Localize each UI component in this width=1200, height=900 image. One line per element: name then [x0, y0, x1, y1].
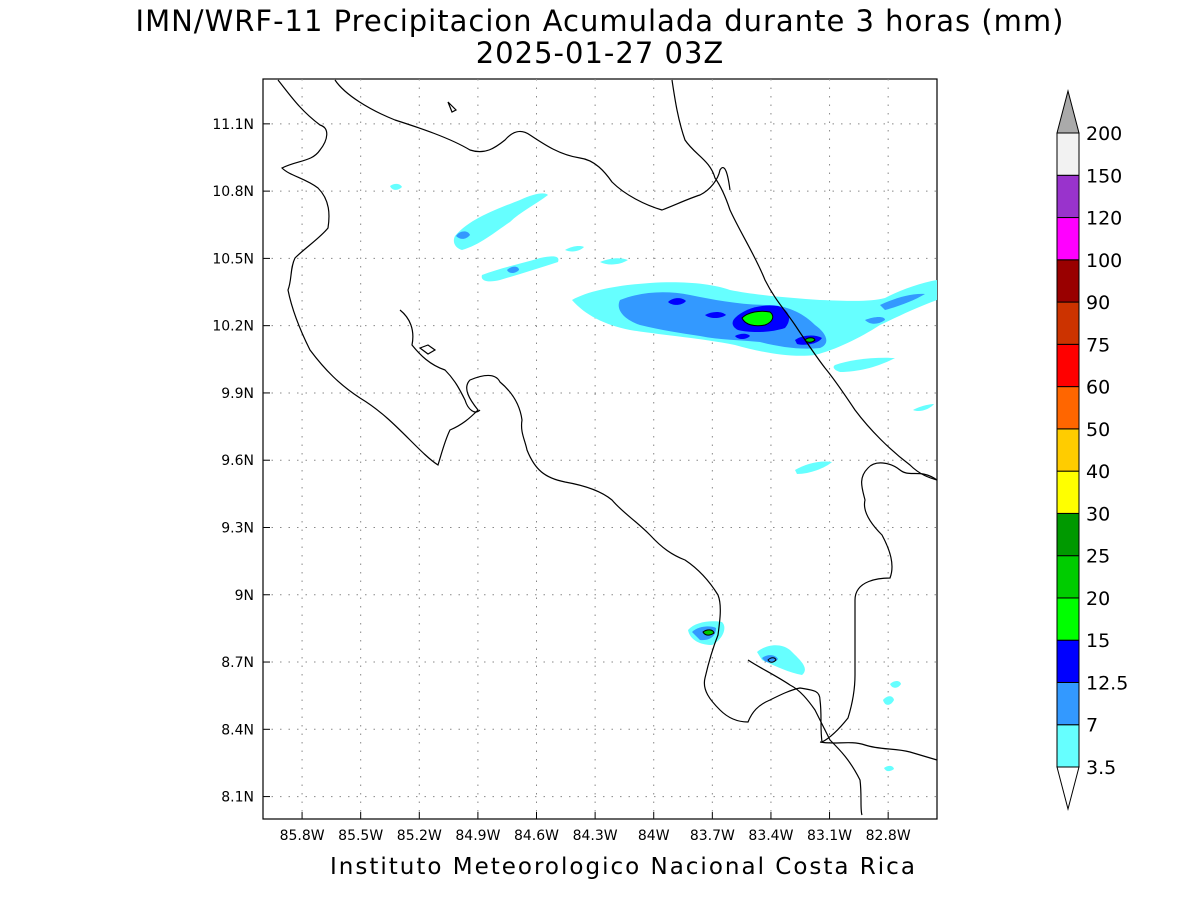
colorbar-swatch — [1056, 512, 1080, 557]
lon-tick-label: 85.5W — [338, 828, 383, 844]
rain-area-light — [913, 404, 934, 412]
colorbar-level-label: 100 — [1086, 250, 1122, 272]
rain-area-light — [600, 258, 628, 265]
rain-area-heavy — [742, 311, 773, 326]
colorbar-swatch — [1056, 174, 1080, 219]
nicoya-gulf — [399, 309, 481, 413]
lat-tick-label: 8.1N — [221, 790, 254, 806]
colorbar-swatch — [1056, 597, 1080, 641]
lon-tick-label: 84.9W — [455, 828, 500, 844]
colorbar-level-label: 200 — [1086, 123, 1122, 145]
colorbar-swatch — [1056, 724, 1080, 768]
rain-area-light — [390, 183, 402, 190]
burica-peninsula — [747, 659, 863, 816]
colorbar-level-label: 120 — [1086, 208, 1122, 230]
colorbar-swatch — [1056, 470, 1080, 514]
colorbar-level-label: 60 — [1086, 377, 1110, 399]
colorbar-level-label: 40 — [1086, 461, 1110, 483]
lon-tick-label: 84.6W — [514, 828, 559, 844]
colorbar-swatch — [1056, 428, 1080, 472]
rain-area-light — [890, 681, 901, 688]
rain-area-light — [883, 696, 894, 705]
rain-area-medium — [456, 231, 470, 239]
footer-credit: Instituto Meteorologico Nacional Costa R… — [330, 854, 917, 880]
colorbar-level-label: 150 — [1086, 165, 1122, 187]
rain-area-light — [884, 765, 894, 772]
rain-area-light — [481, 256, 559, 282]
precipitation-areas — [390, 183, 937, 772]
lon-tick-label: 83.4W — [748, 828, 793, 844]
map-title: IMN/WRF-11 Precipitacion Acumulada duran… — [135, 4, 1065, 38]
colorbar-swatch — [1056, 132, 1080, 176]
rain-area-medium — [865, 317, 885, 324]
colorbar-level-label: 3.5 — [1086, 757, 1116, 779]
rain-area-strong — [668, 298, 686, 305]
coastlines — [277, 79, 938, 816]
contour-lines — [702, 310, 816, 663]
rain-area-light — [833, 357, 895, 372]
colorbar: 3.5 7 12.5 15 20 25 30 40 50 60 75 90 100 120 150 200 — [1056, 89, 1128, 811]
rain-area-heavy — [703, 629, 714, 636]
rain-area-light — [757, 645, 805, 675]
caribbean-coast — [334, 79, 731, 211]
lat-tick-label: 10.2N — [212, 319, 254, 335]
lat-tick-label: 8.7N — [221, 655, 254, 671]
colorbar-lower-extension — [1056, 766, 1080, 811]
lat-tick-label: 9.6N — [221, 453, 254, 469]
rain-area-light — [565, 246, 584, 252]
rain-area-strong — [705, 312, 726, 318]
rain-area-strong — [735, 333, 750, 339]
colorbar-level-label: 12.5 — [1086, 672, 1128, 694]
lon-tick-label: 84.3W — [573, 828, 618, 844]
lon-tick-label: 84W — [638, 828, 670, 844]
lat-tick-label: 9.9N — [221, 386, 254, 402]
lat-tick-label: 10.5N — [212, 251, 254, 267]
colorbar-level-label: 25 — [1086, 546, 1110, 568]
lon-tick-label: 83.1W — [807, 828, 852, 844]
nicaragua-border — [277, 79, 938, 743]
lon-tick-label: 85.8W — [280, 828, 325, 844]
lon-tick-label: 85.2W — [397, 828, 442, 844]
small-island — [418, 344, 437, 355]
colorbar-swatch — [1056, 217, 1080, 261]
lat-tick-label: 11.1N — [212, 117, 254, 133]
lat-tick-label: 8.4N — [221, 722, 254, 738]
rain-area-light — [453, 193, 548, 250]
chiriqui-coast — [819, 741, 938, 761]
colorbar-level-label: 50 — [1086, 419, 1110, 441]
nicaragua-land-edge — [671, 79, 938, 481]
colorbar-level-label: 7 — [1086, 715, 1098, 737]
colorbar-upper-extension — [1056, 89, 1080, 134]
colorbar-swatch — [1056, 259, 1080, 303]
rain-area-medium — [507, 266, 519, 273]
lon-tick-label: 83.7W — [690, 828, 735, 844]
lat-tick-label: 9N — [235, 588, 254, 604]
lat-tick-label: 10.8N — [212, 184, 254, 200]
rain-area-light — [795, 461, 832, 474]
rain-area-medium — [880, 293, 925, 310]
colorbar-swatch — [1056, 681, 1080, 726]
map-frame — [262, 78, 938, 820]
colorbar-swatch — [1056, 555, 1080, 599]
colorbar-level-label: 15 — [1086, 630, 1110, 652]
small-island — [447, 101, 458, 113]
colorbar-level-label: 20 — [1086, 588, 1110, 610]
colorbar-swatch — [1056, 386, 1080, 430]
axis-ticks: 85.8W 85.5W 85.2W 84.9W 84.6W 84.3W 84W 83.7W 83… — [212, 117, 910, 844]
colorbar-level-label: 90 — [1086, 292, 1110, 314]
colorbar-swatch — [1056, 301, 1080, 345]
colorbar-level-label: 75 — [1086, 334, 1110, 356]
lon-tick-label: 82.8W — [866, 828, 911, 844]
colorbar-swatch — [1056, 639, 1080, 683]
colorbar-swatch — [1056, 343, 1080, 388]
lat-tick-label: 9.3N — [221, 520, 254, 536]
colorbar-level-label: 30 — [1086, 503, 1110, 525]
map-subtitle-date: 2025-01-27 03Z — [475, 36, 725, 70]
